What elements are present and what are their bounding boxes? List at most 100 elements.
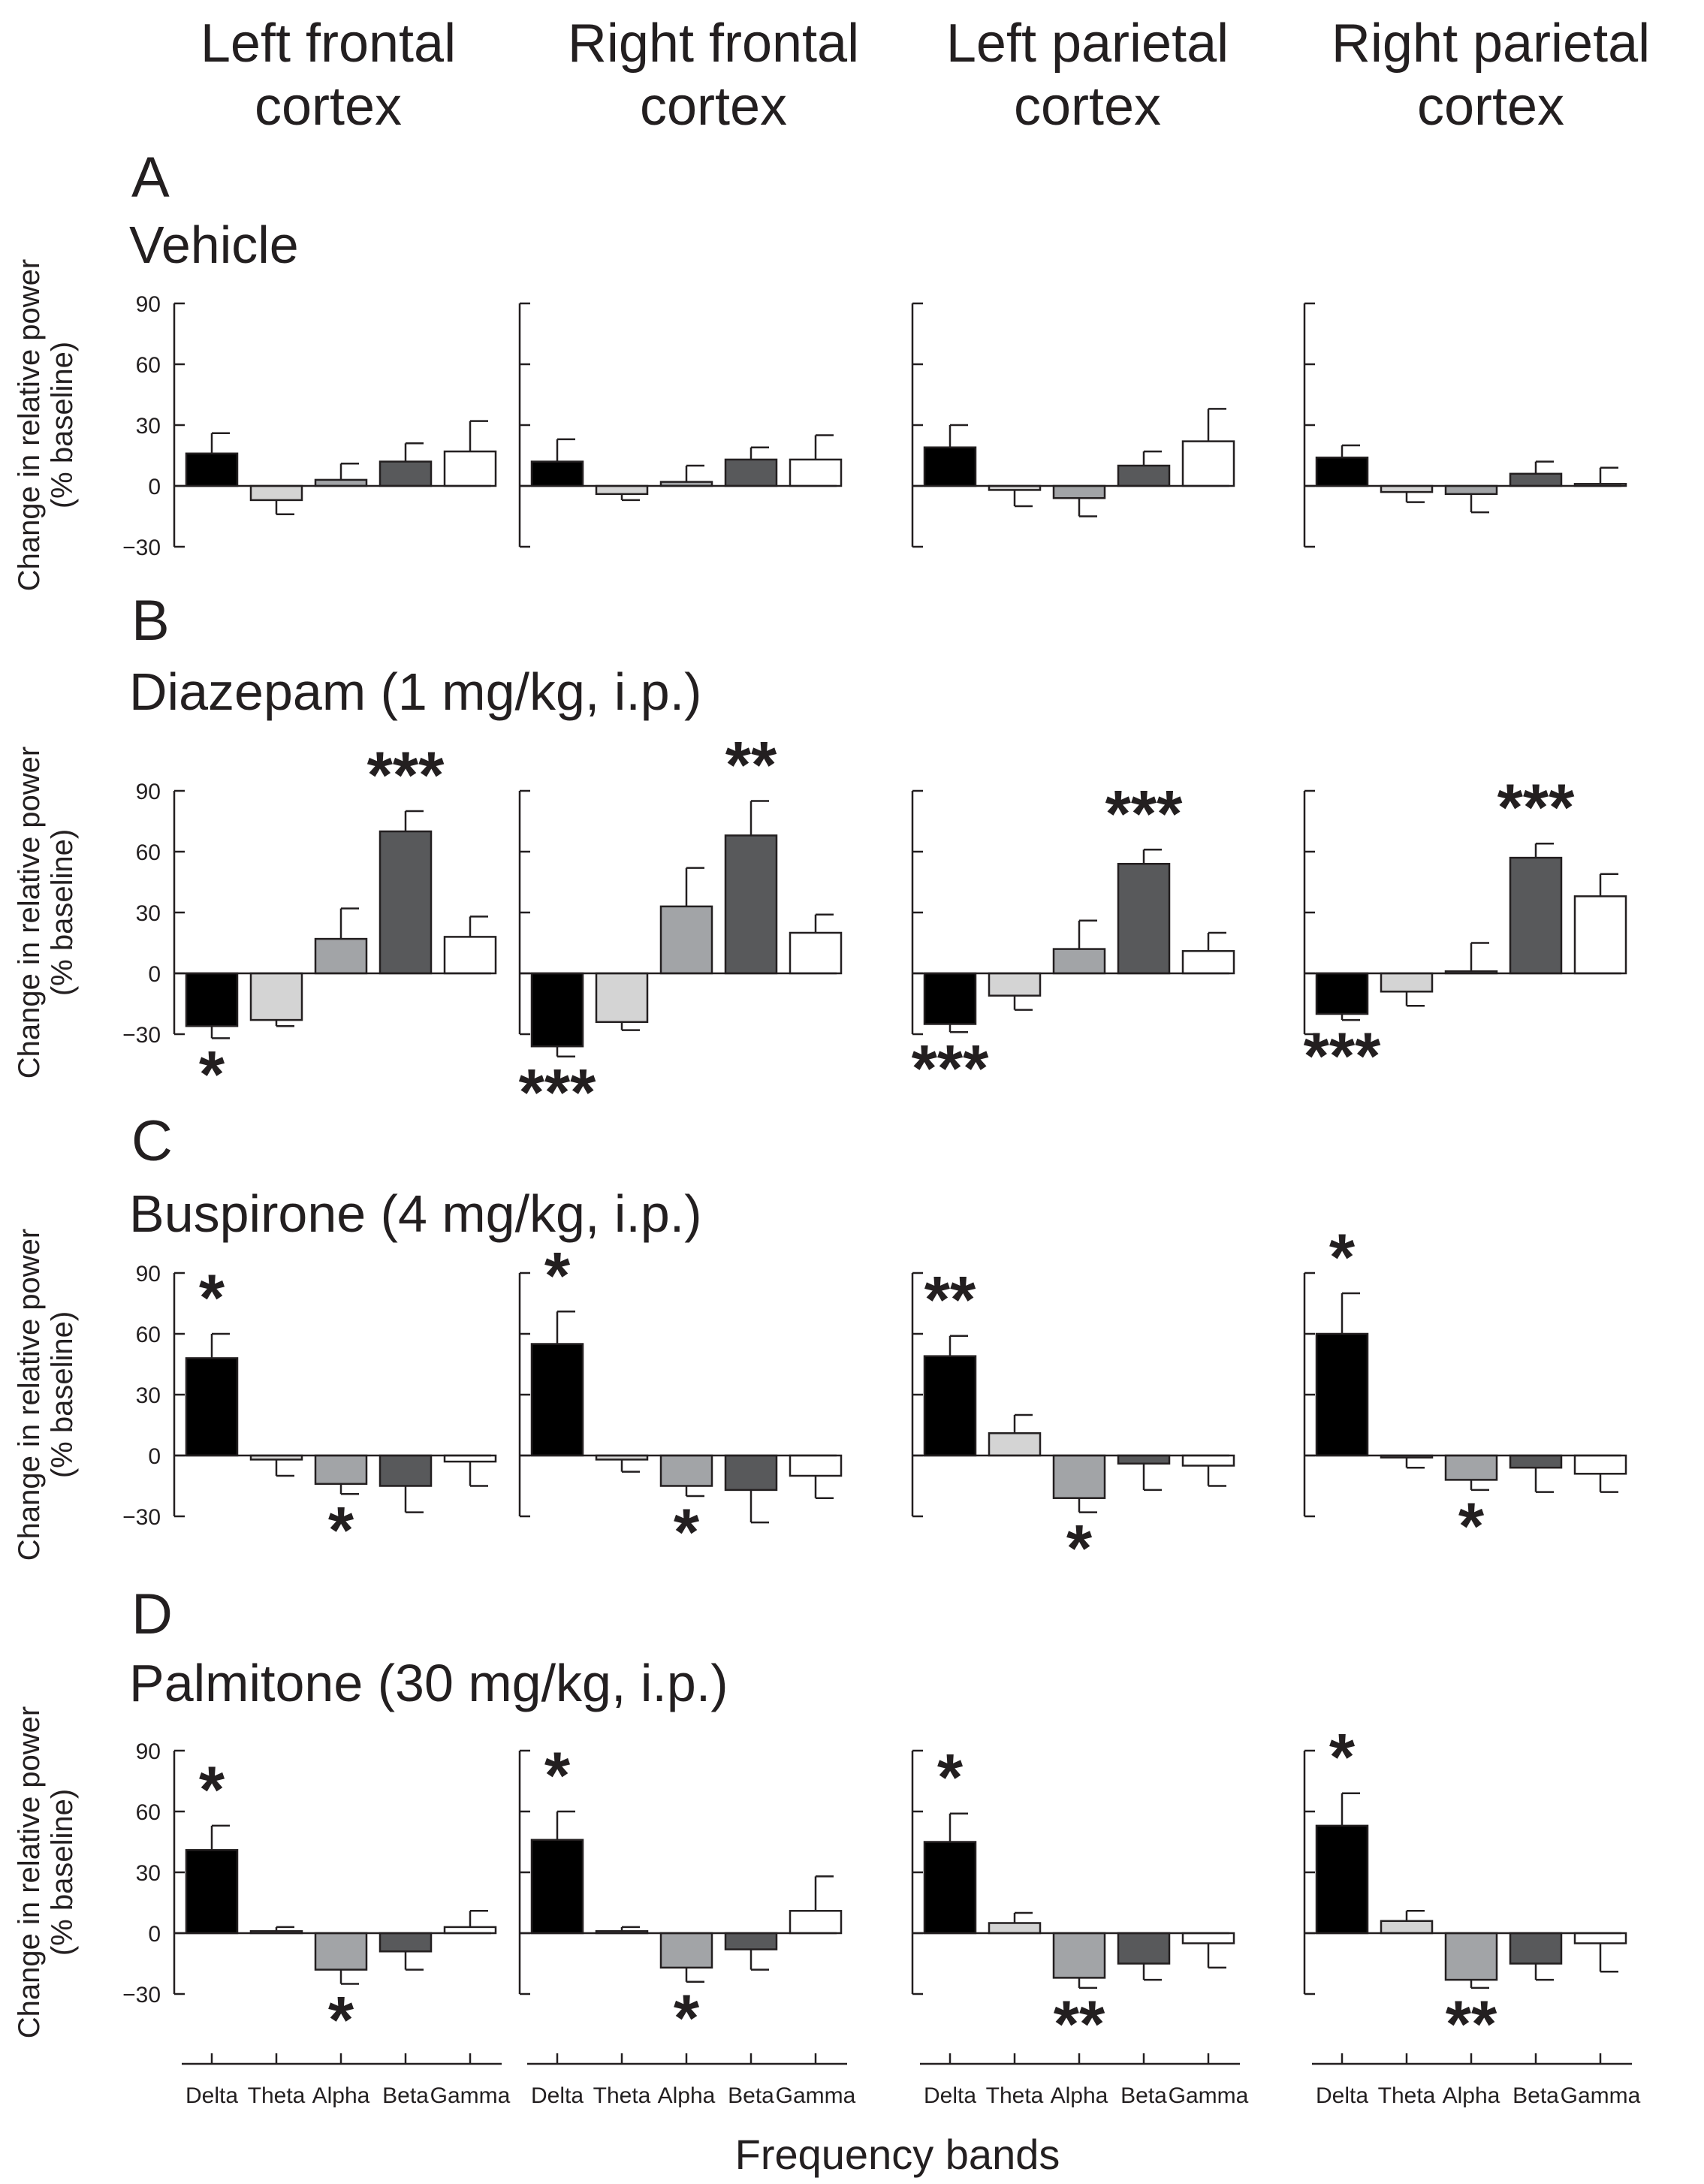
- bar-beta: [1117, 464, 1171, 487]
- bar-gamma: [789, 931, 843, 975]
- bar-alpha: [659, 905, 713, 975]
- bar-gamma: [1573, 895, 1627, 975]
- x-tick-label: Theta: [1378, 2083, 1436, 2108]
- x-tick-label: Beta: [728, 2083, 774, 2108]
- significance-marker: *: [1066, 1511, 1093, 1585]
- bar-theta: [988, 1922, 1042, 1935]
- y-axis-label: (% baseline): [46, 342, 79, 508]
- x-tick-label: Gamma: [776, 2083, 856, 2108]
- bar-beta: [1117, 1932, 1171, 1965]
- bar-delta: [530, 1343, 584, 1457]
- bar-theta: [1380, 1920, 1434, 1935]
- column-title: cortex: [640, 77, 787, 137]
- y-axis-label: Change in relative power: [13, 1706, 46, 2038]
- bar-alpha: [1052, 1932, 1106, 1979]
- bar-alpha: [1052, 948, 1106, 975]
- x-tick-label: Delta: [185, 2083, 238, 2108]
- bar-delta: [185, 1357, 239, 1457]
- panel-b: B Diazepam (1 mg/kg, i.p.) Change in relat…: [13, 589, 1627, 1130]
- column-title: Left parietal: [946, 14, 1229, 74]
- bar-alpha: [314, 1454, 368, 1486]
- y-tick-label: 30: [136, 414, 161, 439]
- y-tick-label: −30: [122, 1023, 161, 1048]
- bar-alpha: [659, 1454, 713, 1487]
- bar-beta: [724, 458, 778, 487]
- significance-marker: ***: [1105, 776, 1183, 850]
- bar-alpha: [314, 1932, 368, 1971]
- significance-marker: *: [328, 1492, 354, 1567]
- bar-alpha: [659, 1932, 713, 1969]
- bar-gamma: [789, 1454, 843, 1477]
- significance-marker: *: [328, 1983, 354, 2057]
- significance-marker: *: [199, 1752, 225, 1827]
- chart-3: ***: [911, 1262, 1235, 1585]
- y-tick-label: 0: [148, 1444, 161, 1469]
- chart-2: [518, 302, 843, 548]
- column-title: Right frontal: [568, 14, 859, 74]
- y-tick-label: 90: [136, 780, 161, 804]
- bar-delta: [185, 452, 239, 487]
- x-tick-label: Delta: [924, 2083, 976, 2108]
- y-axis-label: (% baseline): [46, 1789, 79, 1956]
- x-axis: Delta Theta Alpha Beta Gamma Delta Theta Alpha B…: [182, 2053, 1641, 2108]
- bar-gamma: [1181, 950, 1235, 975]
- x-tick-label: Alpha: [1443, 2083, 1500, 2108]
- y-axis-label: (% baseline): [46, 829, 79, 996]
- y-tick-label: −30: [122, 1983, 161, 2008]
- bar-delta: [923, 446, 977, 487]
- significance-marker: *: [544, 1238, 571, 1312]
- x-tick-label: Beta: [1512, 2083, 1559, 2108]
- panel-letter: D: [131, 1582, 173, 1646]
- chart-1: 90 60 30 0 −30 * *: [122, 1260, 497, 1567]
- chart-3: *** ***: [912, 776, 1235, 1105]
- bar-delta: [923, 972, 977, 1025]
- y-tick-label: 60: [136, 353, 161, 378]
- significance-marker: *: [674, 1495, 700, 1569]
- significance-marker: **: [1054, 1986, 1105, 2061]
- bar-alpha: [1052, 1454, 1106, 1499]
- bar-beta: [1509, 1932, 1563, 1965]
- bar-delta: [1315, 1332, 1369, 1457]
- x-tick-label: Beta: [1120, 2083, 1167, 2108]
- y-tick-label: −30: [122, 1505, 161, 1530]
- bar-beta: [724, 834, 778, 975]
- significance-marker: *: [674, 1980, 700, 2055]
- bar-theta: [249, 484, 303, 502]
- chart-3: ***: [911, 1740, 1235, 2061]
- y-axis-label: Change in relative power: [13, 747, 46, 1078]
- bar-beta: [1509, 472, 1563, 487]
- chart-4: [1303, 302, 1627, 548]
- x-tick-label: Alpha: [312, 2083, 370, 2108]
- significance-marker: ***: [912, 1030, 989, 1105]
- panel-title: Diazepam (1 mg/kg, i.p.): [129, 662, 701, 721]
- x-tick-label: Delta: [531, 2083, 584, 2108]
- y-tick-label: 90: [136, 1262, 161, 1287]
- chart-2: **: [518, 1738, 843, 2055]
- bar-alpha: [1444, 1932, 1498, 1981]
- y-tick-label: 90: [136, 292, 161, 317]
- bar-beta: [378, 460, 433, 487]
- column-title: Left frontal: [201, 14, 456, 74]
- bar-beta: [378, 830, 433, 975]
- panel-title: Buspirone (4 mg/kg, i.p.): [129, 1184, 702, 1243]
- bar-gamma: [1573, 1932, 1627, 1944]
- x-tick-label: Gamma: [1169, 2083, 1249, 2108]
- x-tick-label: Delta: [1316, 2083, 1368, 2108]
- bar-delta: [530, 1839, 584, 1935]
- significance-marker: ***: [1497, 770, 1575, 844]
- column-title: cortex: [1417, 77, 1564, 137]
- bar-gamma: [1181, 1454, 1235, 1467]
- bar-alpha: [1052, 484, 1106, 499]
- y-axis-label: (% baseline): [46, 1311, 79, 1478]
- bar-delta: [530, 460, 584, 487]
- significance-marker: **: [924, 1262, 976, 1337]
- bar-delta: [185, 972, 239, 1027]
- y-tick-label: 0: [148, 475, 161, 499]
- significance-marker: ***: [1304, 1018, 1381, 1093]
- bar-beta: [378, 1454, 433, 1487]
- x-tick-label: Theta: [986, 2083, 1044, 2108]
- y-tick-label: 30: [136, 901, 161, 926]
- x-tick-label: Beta: [382, 2083, 429, 2108]
- bar-delta: [1315, 456, 1369, 487]
